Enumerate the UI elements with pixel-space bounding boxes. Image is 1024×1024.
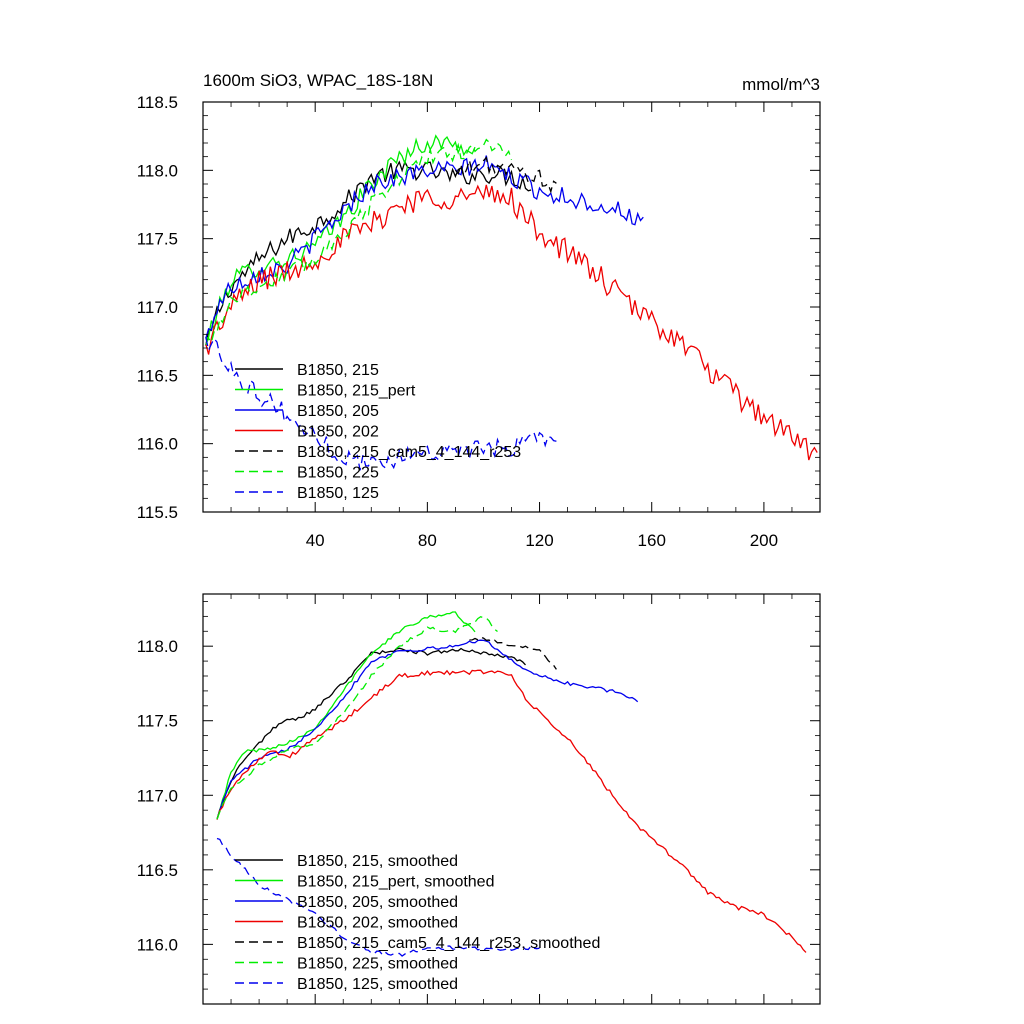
legend-label-b1850-215-pert-smoothed: B1850, 215_pert, smoothed bbox=[297, 874, 494, 891]
series-line-b1850-225-smoothed bbox=[216, 615, 498, 820]
legend-label-b1850-215-cam5-4-144-r253-smoothed: B1850, 215_cam5_4_144_r253, smoothed bbox=[297, 935, 600, 952]
legend-label-b1850-215-pert: B1850, 215_pert bbox=[297, 383, 416, 400]
y-tick-label: 116.0 bbox=[137, 435, 178, 454]
bottom-legend: B1850, 215, smoothed B1850, 215_pert, smo… bbox=[235, 853, 600, 993]
y-tick-label: 117.0 bbox=[137, 298, 178, 317]
series-line-b1850-205-smoothed bbox=[216, 639, 639, 820]
series-line-b1850-202 bbox=[205, 184, 818, 461]
y-tick-label: 116.0 bbox=[137, 935, 178, 954]
legend-label-b1850-202: B1850, 202 bbox=[297, 424, 379, 441]
top-plot-frame bbox=[202, 101, 821, 513]
x-tick-label: 40 bbox=[306, 531, 325, 550]
legend-label-b1850-225: B1850, 225 bbox=[297, 465, 379, 482]
legend-label-b1850-225-smoothed: B1850, 225, smoothed bbox=[297, 956, 458, 973]
y-tick-label: 115.5 bbox=[137, 503, 178, 522]
series-line-b1850-215-smoothed bbox=[216, 647, 526, 820]
y-tick-label: 117.5 bbox=[137, 230, 178, 249]
legend-label-b1850-202-smoothed: B1850, 202, smoothed bbox=[297, 915, 458, 932]
bottom-panel: 116.0 116.5 117.0 117.5 118.0 B1850, 215, sm… bbox=[137, 593, 821, 1005]
series-line-b1850-215 bbox=[205, 160, 532, 346]
top-panel: 1600m SiO3, WPAC_18S-18N mmol/m^3 40 80 12… bbox=[137, 71, 821, 550]
legend-label-b1850-215: B1850, 215 bbox=[297, 362, 379, 379]
legend-label-b1850-205-smoothed: B1850, 205, smoothed bbox=[297, 894, 458, 911]
legend-label-b1850-205: B1850, 205 bbox=[297, 403, 379, 420]
y-tick-label: 117.0 bbox=[137, 786, 178, 805]
y-tick-label: 118.0 bbox=[137, 637, 178, 656]
x-tick-label: 160 bbox=[638, 531, 666, 550]
top-series-group bbox=[205, 134, 818, 471]
legend-label-b1850-125: B1850, 125 bbox=[297, 485, 379, 502]
series-line-b1850-202-smoothed bbox=[216, 669, 807, 953]
x-tick-label: 80 bbox=[418, 531, 437, 550]
y-tick-label: 118.5 bbox=[137, 93, 178, 112]
series-line-b1850-215-cam5-4-144-r253-smoothed bbox=[469, 636, 557, 670]
chart-title: 1600m SiO3, WPAC_18S-18N bbox=[203, 71, 433, 90]
y-tick-label: 117.5 bbox=[137, 712, 178, 731]
legend-label-b1850-215-cam5-4-144-r253: B1850, 215_cam5_4_144_r253 bbox=[297, 444, 521, 461]
bottom-plot-frame bbox=[202, 593, 821, 1005]
y-tick-label: 116.5 bbox=[137, 366, 178, 385]
series-line-b1850-215-cam5-4-144-r253 bbox=[454, 156, 557, 194]
units-label: mmol/m^3 bbox=[742, 75, 820, 94]
legend-label-b1850-215-smoothed: B1850, 215, smoothed bbox=[297, 853, 458, 870]
series-line-b1850-215-pert-smoothed bbox=[216, 611, 476, 820]
series-line-b1850-125 bbox=[205, 337, 557, 471]
x-tick-label: 200 bbox=[750, 531, 778, 550]
top-legend: B1850, 215 B1850, 215_pert B1850, 205 B1850… bbox=[235, 362, 521, 502]
y-tick-label: 118.0 bbox=[137, 161, 178, 180]
top-ticks-group: 40 80 120 160 200 115.5 116.0 116.5 117.0 117.5 11… bbox=[137, 93, 820, 550]
bottom-ticks-group: 116.0 116.5 117.0 117.5 118.0 bbox=[137, 594, 820, 1005]
series-line-b1850-225 bbox=[205, 138, 513, 346]
series-line-b1850-215-pert bbox=[205, 134, 476, 340]
y-tick-label: 116.5 bbox=[137, 861, 178, 880]
series-line-b1850-125-smoothed bbox=[216, 837, 540, 957]
legend-label-b1850-125-smoothed: B1850, 125, smoothed bbox=[297, 976, 458, 993]
bottom-series-group bbox=[216, 611, 807, 957]
x-tick-label: 120 bbox=[525, 531, 553, 550]
series-line-b1850-205 bbox=[205, 155, 644, 339]
